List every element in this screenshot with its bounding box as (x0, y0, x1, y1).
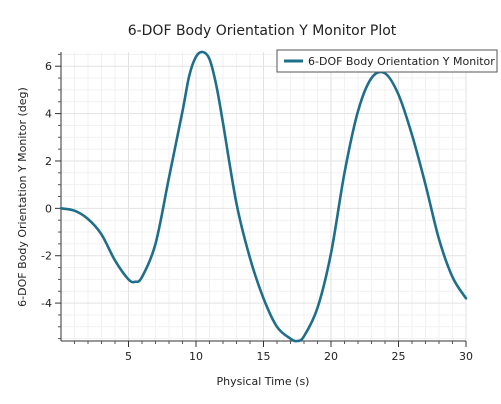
y-tick-label: 0 (45, 202, 52, 215)
series-point (202, 51, 204, 53)
x-axis-label: Physical Time (s) (217, 375, 310, 388)
series-point (215, 84, 217, 86)
series-point (411, 134, 413, 136)
grid-major (61, 52, 467, 341)
series-point (424, 183, 426, 185)
y-tick-label: 4 (45, 108, 52, 121)
x-tick-label: 15 (257, 350, 271, 363)
series-line-orientation-y (59, 50, 468, 343)
y-tick-label: 2 (45, 155, 52, 168)
chart-title: 6-DOF Body Orientation Y Monitor Plot (128, 23, 397, 39)
series-point (330, 252, 332, 254)
series-point (249, 257, 251, 259)
series-point (296, 340, 298, 342)
legend: 6-DOF Body Orientation Y Monitor (276, 49, 498, 73)
x-tick-label: 10 (189, 350, 203, 363)
y-axis-label: 6-DOF Body Orientation Y Monitor (deg) (16, 87, 29, 307)
series-point (289, 337, 291, 339)
series-point (222, 122, 224, 124)
series-point (154, 243, 156, 245)
y-tick-label: -4 (41, 297, 52, 310)
series-point (168, 176, 170, 178)
series-point (114, 259, 116, 261)
series-point (438, 238, 440, 240)
x-tick-label: 20 (324, 350, 338, 363)
series-point (370, 77, 372, 79)
series-point (141, 276, 143, 278)
legend-box (276, 49, 498, 73)
series-point (357, 110, 359, 112)
series-point (181, 110, 183, 112)
series-point (276, 326, 278, 328)
y-tick-label: -2 (41, 250, 52, 263)
x-tick-label: 25 (392, 350, 406, 363)
x-axis-ticks: 5 10 15 20 25 30 (74, 341, 473, 363)
y-axis-ticks: -4 -2 0 2 4 6 (41, 53, 61, 340)
series-point (451, 276, 453, 278)
y-tick-label: 6 (45, 60, 52, 73)
series-point (316, 307, 318, 309)
series-point (262, 297, 264, 299)
series-point (100, 233, 102, 235)
series-point (127, 278, 129, 280)
series-point (208, 58, 210, 60)
series-point (303, 335, 305, 337)
series-point (73, 210, 75, 212)
series-point (465, 297, 467, 299)
series-point (188, 74, 190, 76)
series-point (343, 172, 345, 174)
series-point (235, 202, 237, 204)
series-point (397, 93, 399, 95)
x-tick-label: 30 (459, 350, 473, 363)
series-point (195, 56, 197, 58)
legend-label: 6-DOF Body Orientation Y Monitor (308, 55, 495, 68)
series-point (60, 207, 62, 209)
series-point (87, 218, 89, 220)
series-point (134, 281, 136, 283)
x-tick-label: 5 (125, 350, 132, 363)
